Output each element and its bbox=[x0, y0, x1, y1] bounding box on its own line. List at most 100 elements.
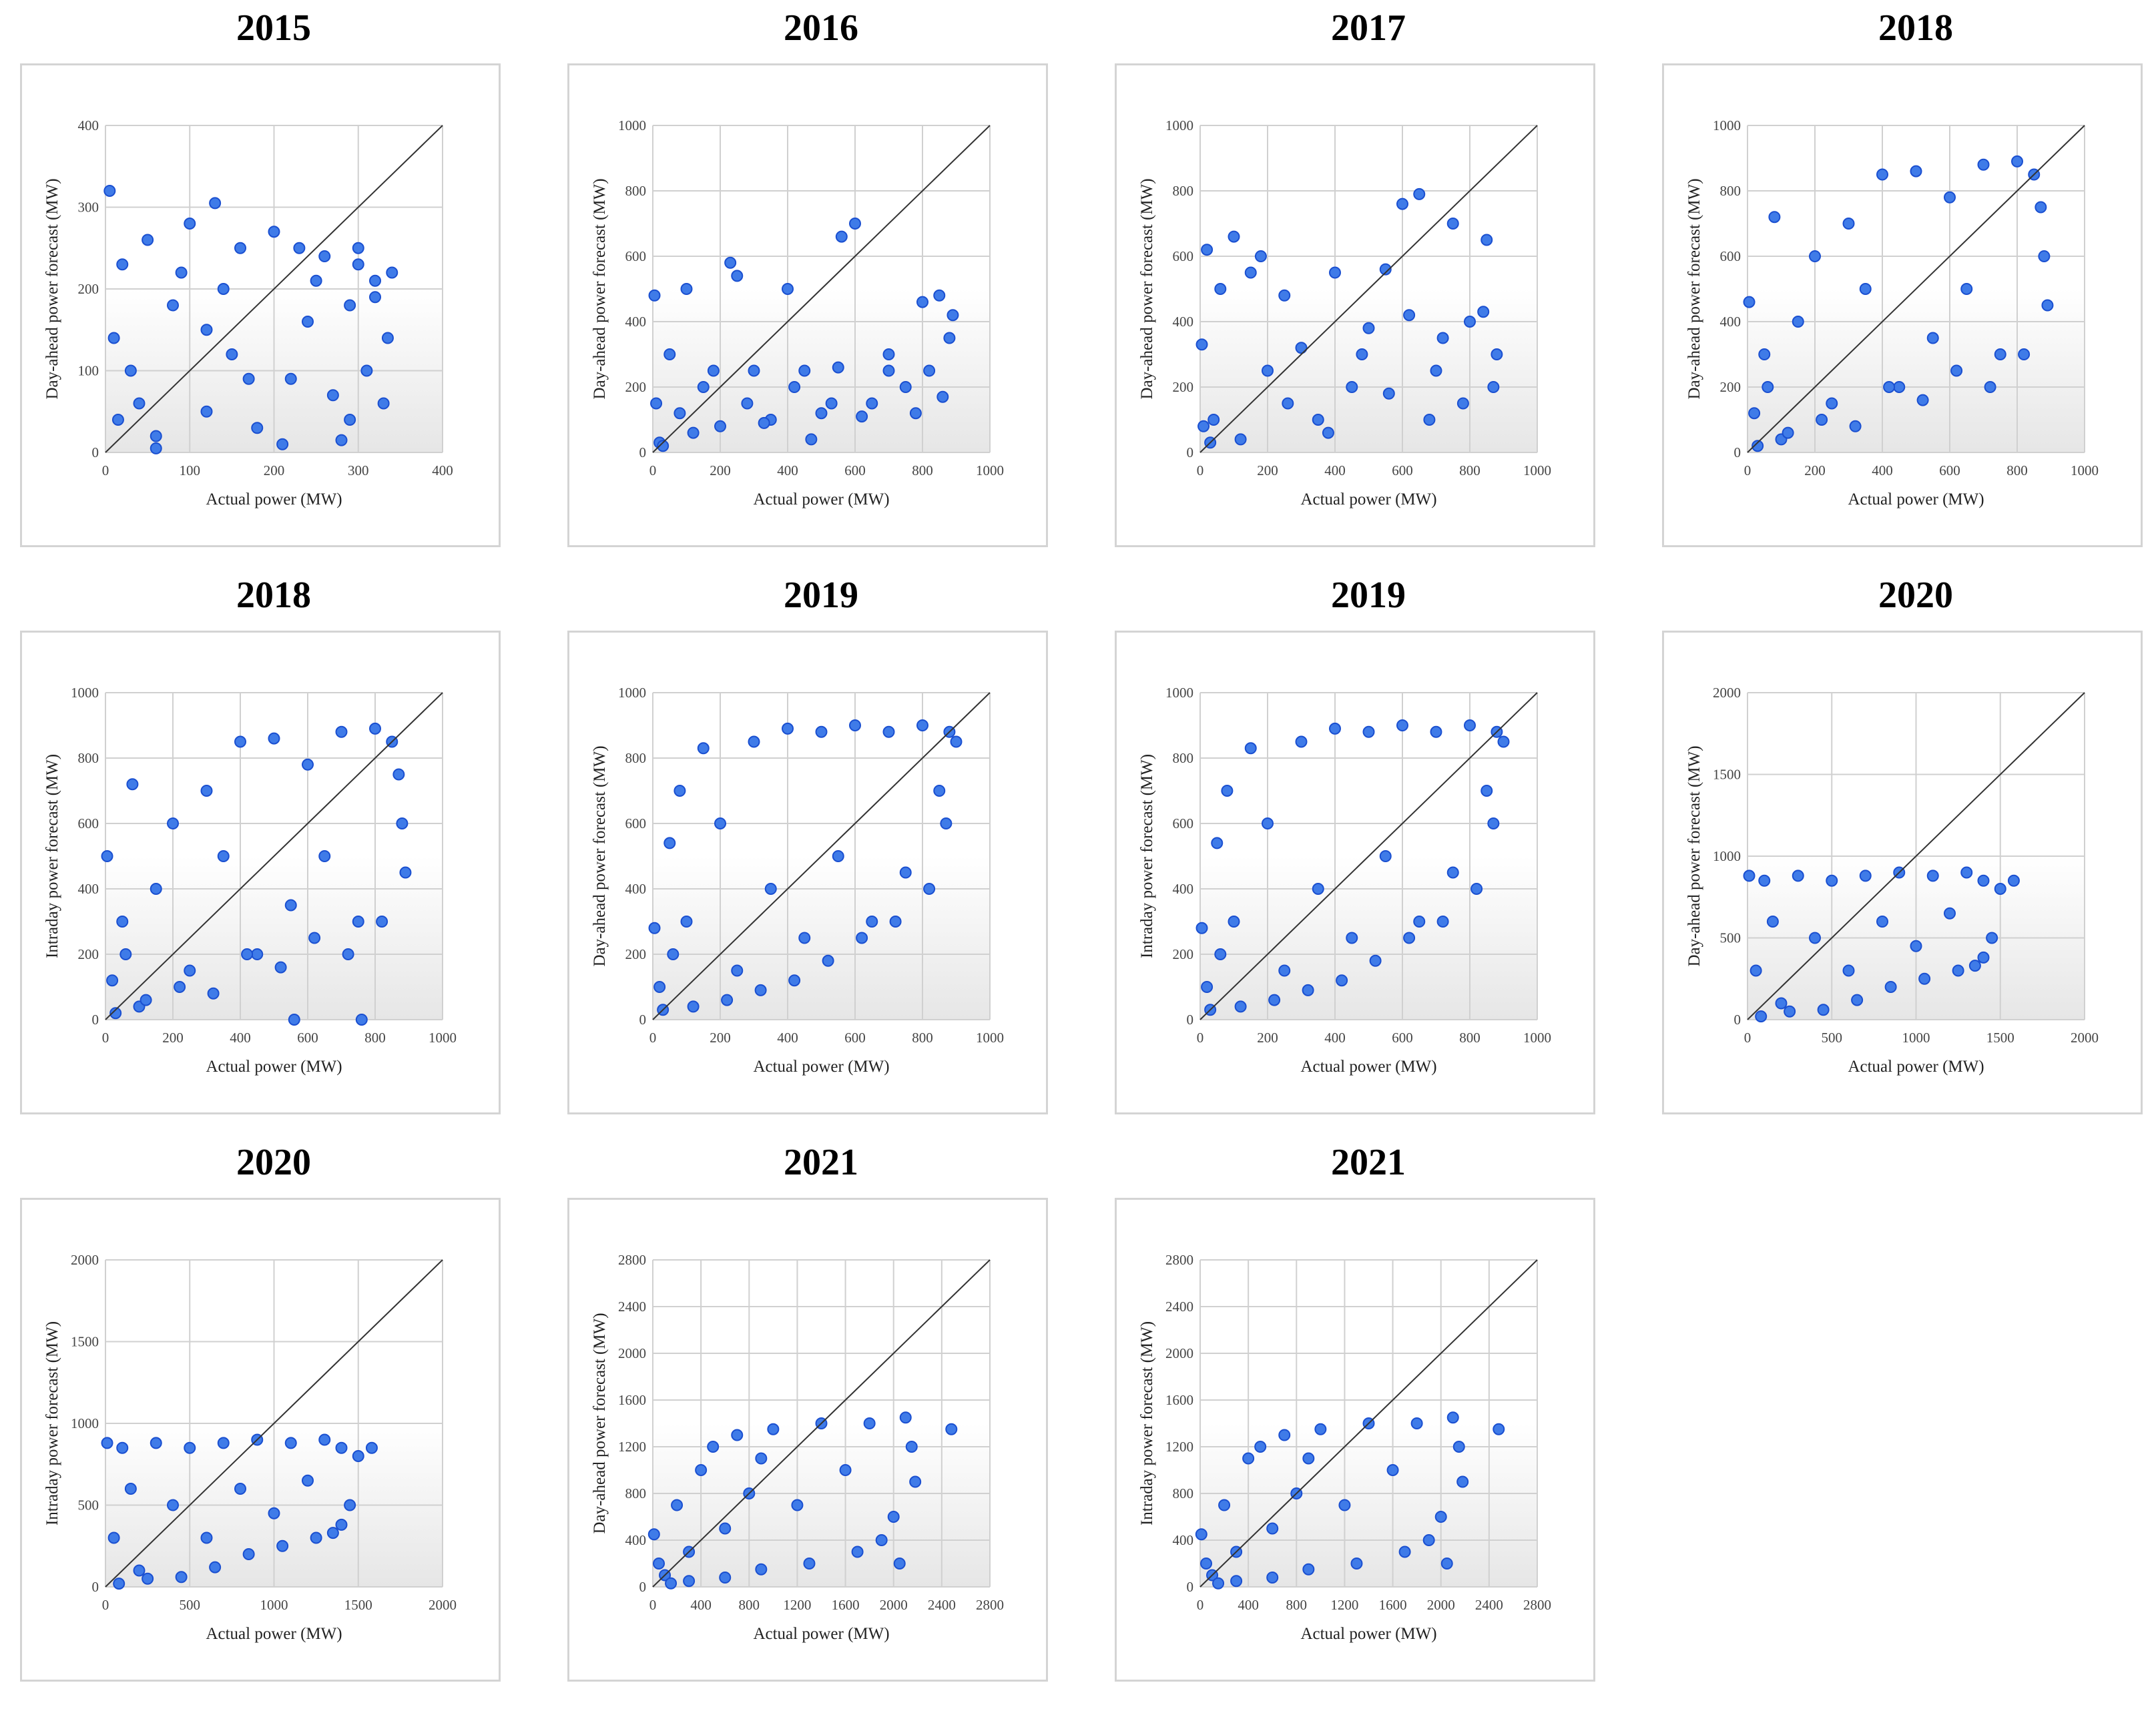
y-tick-label: 0 bbox=[92, 1579, 99, 1595]
x-tick-label: 1500 bbox=[1986, 1030, 2014, 1046]
data-point bbox=[107, 332, 120, 344]
data-point bbox=[209, 197, 222, 210]
data-point bbox=[1362, 725, 1375, 738]
data-point bbox=[326, 389, 339, 402]
data-point bbox=[1766, 916, 1779, 928]
data-point bbox=[680, 283, 693, 295]
x-tick-label: 200 bbox=[1257, 462, 1278, 478]
x-tick-label: 0 bbox=[102, 462, 109, 478]
data-point bbox=[209, 1561, 222, 1574]
x-tick-label: 200 bbox=[1804, 462, 1826, 478]
diagonal-line bbox=[105, 1259, 443, 1588]
data-point bbox=[832, 850, 844, 862]
data-point bbox=[665, 1577, 678, 1590]
x-tick-label: 600 bbox=[1392, 462, 1413, 478]
x-tick-label: 400 bbox=[777, 462, 798, 478]
x-tick-label: 400 bbox=[1872, 462, 1893, 478]
data-point bbox=[318, 250, 331, 262]
data-point bbox=[1403, 932, 1416, 944]
chart-title: 2018 bbox=[236, 575, 311, 616]
y-tick-label: 300 bbox=[78, 200, 99, 216]
scatter-plot: 0 200 400 600 800 1000 0 200 400 600 800 1000 Actual… bbox=[43, 685, 457, 1076]
data-point bbox=[673, 785, 686, 797]
data-point bbox=[1446, 218, 1459, 230]
data-point bbox=[1446, 1411, 1459, 1424]
data-point bbox=[1322, 426, 1334, 439]
data-point bbox=[1295, 735, 1308, 748]
data-point bbox=[748, 364, 760, 377]
y-tick-label: 200 bbox=[1173, 946, 1194, 962]
data-point bbox=[1329, 266, 1341, 279]
data-point bbox=[882, 364, 895, 377]
data-point bbox=[839, 1464, 852, 1476]
y-tick-label: 400 bbox=[625, 314, 647, 330]
x-tick-label: 600 bbox=[1939, 462, 1960, 478]
y-tick-label: 2400 bbox=[1165, 1299, 1193, 1315]
data-point bbox=[1214, 283, 1227, 295]
data-point bbox=[1952, 964, 1964, 977]
y-axis-label: Intraday power forecast (MW) bbox=[43, 754, 61, 958]
data-point bbox=[1266, 1572, 1279, 1584]
data-point bbox=[251, 422, 264, 434]
data-point bbox=[284, 372, 297, 385]
data-point bbox=[1826, 874, 1838, 887]
y-tick-label: 600 bbox=[1720, 248, 1741, 264]
y-tick-label: 1000 bbox=[1165, 117, 1193, 133]
x-tick-label: 0 bbox=[1744, 1030, 1751, 1046]
data-point bbox=[791, 1499, 804, 1511]
data-point bbox=[150, 430, 162, 442]
chart-frame: 0 500 1000 1500 2000 0 500 1000 1500 2000 Actual p… bbox=[1662, 631, 2143, 1114]
x-tick-label: 400 bbox=[432, 462, 453, 478]
y-axis-label: Intraday power forecast (MW) bbox=[43, 1321, 61, 1525]
data-point bbox=[1910, 165, 1922, 178]
data-point bbox=[207, 987, 220, 1000]
data-point bbox=[887, 1511, 900, 1523]
y-tick-label: 0 bbox=[639, 1579, 647, 1595]
x-tick-label: 1000 bbox=[976, 462, 1004, 478]
data-point bbox=[755, 1452, 768, 1465]
data-point bbox=[856, 410, 868, 423]
chart-title: 2020 bbox=[1878, 575, 1953, 616]
y-tick-label: 200 bbox=[78, 281, 99, 297]
data-point bbox=[882, 348, 895, 360]
data-point bbox=[882, 725, 895, 738]
data-point bbox=[707, 364, 720, 377]
data-point bbox=[1195, 1528, 1207, 1541]
data-point bbox=[748, 735, 760, 748]
data-point bbox=[1369, 954, 1382, 967]
data-point bbox=[318, 1433, 331, 1446]
y-axis-label: Day-ahead power forecast (MW) bbox=[591, 178, 609, 399]
data-point bbox=[2035, 201, 2047, 214]
data-point bbox=[1396, 198, 1408, 210]
data-point bbox=[124, 364, 137, 377]
x-tick-label: 2800 bbox=[1523, 1597, 1551, 1613]
data-point bbox=[933, 785, 946, 797]
data-point bbox=[1197, 420, 1210, 432]
data-point bbox=[947, 309, 959, 322]
scatter-plot: 0 500 1000 1500 2000 0 500 1000 1500 2000 Actual p… bbox=[1685, 685, 2099, 1076]
data-point bbox=[741, 397, 754, 410]
data-point bbox=[1195, 922, 1208, 934]
data-point bbox=[344, 414, 356, 426]
data-point bbox=[288, 1014, 300, 1026]
y-tick-label: 200 bbox=[1173, 379, 1194, 395]
data-point bbox=[335, 1518, 348, 1531]
y-axis-label: Day-ahead power forecast (MW) bbox=[1138, 178, 1156, 399]
x-tick-label: 2400 bbox=[1475, 1597, 1503, 1613]
data-point bbox=[719, 1522, 732, 1535]
data-point bbox=[866, 397, 878, 410]
data-point bbox=[1768, 211, 1781, 224]
data-point bbox=[167, 299, 179, 312]
data-point bbox=[1244, 266, 1257, 279]
y-tick-label: 2400 bbox=[618, 1299, 646, 1315]
x-tick-label: 0 bbox=[102, 1030, 109, 1046]
data-point bbox=[1748, 407, 1761, 420]
x-axis-label: Actual power (MW) bbox=[206, 1625, 342, 1643]
y-tick-label: 0 bbox=[1187, 444, 1194, 460]
data-point bbox=[822, 954, 834, 967]
data-point bbox=[731, 270, 744, 282]
diagonal-line bbox=[652, 1259, 991, 1588]
data-point bbox=[1809, 250, 1821, 262]
data-point bbox=[653, 1558, 665, 1570]
chart-frame: 0 100 200 300 400 0 100 200 300 400 Actual power (… bbox=[20, 63, 501, 547]
